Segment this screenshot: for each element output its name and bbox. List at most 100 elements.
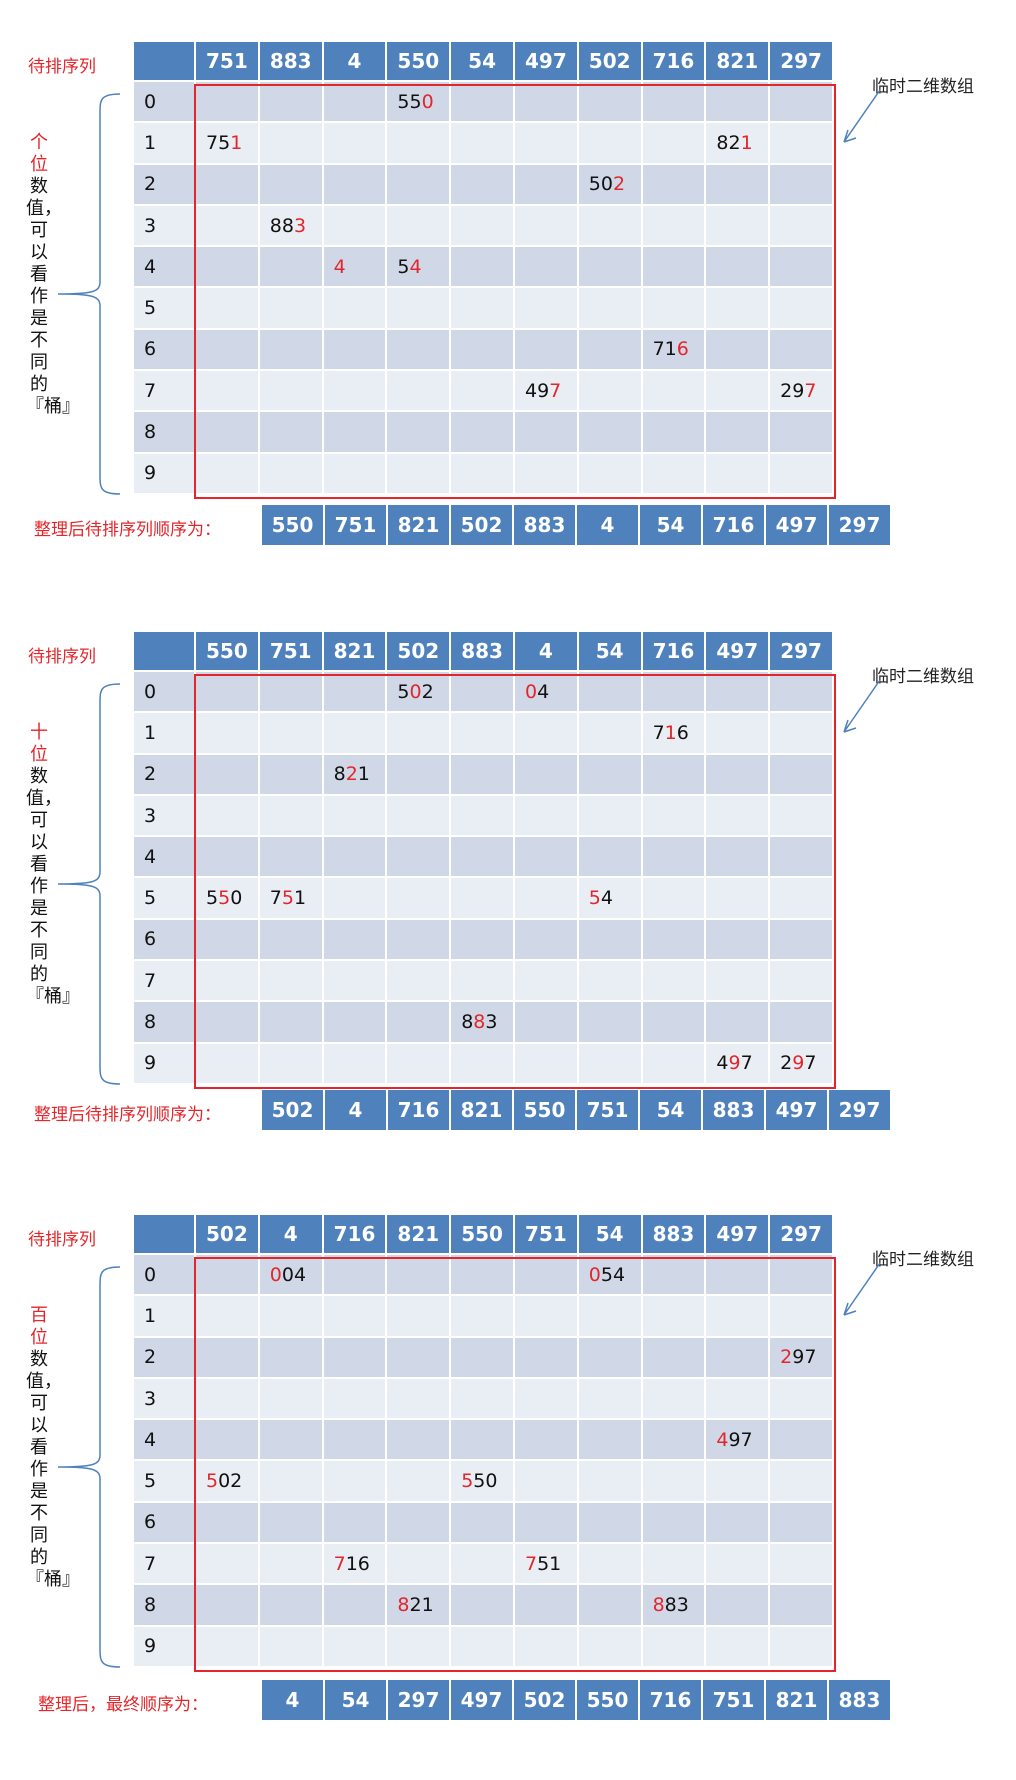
- digit-prefix: 2: [780, 1052, 793, 1075]
- bucket-cell: 0 54: [578, 1255, 643, 1297]
- digit-prefix: 71: [652, 338, 677, 361]
- bucket-cell: [578, 1420, 643, 1462]
- bucket-cell: [259, 837, 324, 879]
- bucket-cell: [578, 288, 643, 330]
- bucket-cell: [770, 795, 834, 838]
- bucket-index: 2: [134, 754, 196, 796]
- input-value: 297: [770, 1215, 834, 1253]
- bucket-cell: [578, 1337, 643, 1379]
- bucket-index: 6: [134, 919, 196, 962]
- bucket-cell: [259, 164, 324, 206]
- bucket-row: 1: [134, 1296, 834, 1338]
- input-value: 716: [642, 42, 707, 80]
- digit-prefix: 8: [461, 1011, 474, 1034]
- digit-prefix: 29: [780, 379, 805, 402]
- result-sequence: 550 751 821 502 883 4 54 716 497 297: [262, 505, 892, 545]
- bucket-cell: [323, 1337, 388, 1379]
- bucket-cell: [578, 754, 643, 796]
- bucket-cell: [642, 1544, 707, 1586]
- bucket-cell: [706, 795, 771, 838]
- bucket-cell: [514, 1626, 579, 1668]
- input-value: 297: [770, 42, 834, 80]
- bucket-cell: [770, 919, 834, 962]
- current-digit: 5: [588, 887, 601, 910]
- bucket-cell: [196, 1420, 260, 1462]
- bucket-index: 4: [134, 247, 196, 289]
- bucket-index: 9: [134, 1043, 196, 1085]
- bucket-index: 0: [134, 1255, 196, 1297]
- bucket-cell: [770, 329, 834, 372]
- current-digit: 6: [676, 338, 689, 361]
- pointer-arrow: [843, 89, 881, 143]
- bucket-cell: [578, 205, 643, 248]
- bucket-cell: [259, 1420, 324, 1462]
- bucket-cell: [323, 1420, 388, 1462]
- bucket-cell: [706, 1544, 771, 1586]
- result-value: 550: [514, 1090, 577, 1130]
- bucket-cell: [259, 123, 324, 165]
- bucket-cell: [196, 837, 260, 879]
- input-value: 821: [323, 632, 388, 670]
- bucket-cell: [642, 1043, 707, 1085]
- bucket-cell: [451, 1585, 515, 1627]
- result-value: 821: [766, 1680, 829, 1720]
- bucket-row: 0 0 04 0 54: [134, 1255, 834, 1297]
- bucket-cell: [259, 1502, 324, 1545]
- bucket-cell: [578, 1585, 643, 1627]
- input-value: 883: [259, 42, 324, 80]
- bucket-cell: [706, 1255, 771, 1297]
- result-value: 751: [703, 1680, 766, 1720]
- bucket-cell: [706, 247, 771, 289]
- caption-rest: 数值，可以看作是不同的『桶』: [26, 1349, 80, 1590]
- bucket-cell: [259, 1002, 324, 1044]
- bucket-cell: [514, 961, 579, 1003]
- bucket-cell: [323, 164, 388, 206]
- result-value: 497: [766, 505, 829, 545]
- bucket-row: 6: [134, 1502, 834, 1545]
- bucket-cell: [196, 329, 260, 372]
- current-digit: 8: [473, 1011, 486, 1034]
- bucket-cell: [770, 754, 834, 796]
- result-value: 497: [766, 1090, 829, 1130]
- result-label: 整理后，最终顺序为：: [38, 1695, 208, 1715]
- bucket-row: 8 8 21 8 83: [134, 1585, 834, 1627]
- bucket-cell: [323, 288, 388, 330]
- bucket-row: 3: [134, 1378, 834, 1421]
- digit-word: 百位: [30, 1305, 48, 1348]
- input-value: 821: [387, 1215, 452, 1253]
- bucket-cell: [387, 1420, 452, 1462]
- input-value: 550: [451, 1215, 515, 1253]
- digit-suffix: 7: [740, 1052, 753, 1075]
- bucket-cell: [323, 1626, 388, 1668]
- bucket-cell: [770, 1378, 834, 1421]
- bucket-cell: [451, 713, 515, 755]
- result-value: 751: [577, 1090, 640, 1130]
- bucket-cell: [259, 412, 324, 454]
- bucket-cell: [387, 329, 452, 372]
- bucket-cell: [578, 1544, 643, 1586]
- digit-suffix: 54: [600, 1263, 626, 1286]
- bucket-cell: [451, 1544, 515, 1586]
- bucket-cell: [196, 1002, 260, 1044]
- bucket-cell: [770, 205, 834, 248]
- bucket-cell: [387, 1626, 452, 1668]
- bucket-cell: [196, 1585, 260, 1627]
- bucket-cell: [259, 329, 324, 372]
- bucket-cell: [706, 1002, 771, 1044]
- bucket-cell: [259, 288, 324, 330]
- bucket-cell: [387, 164, 452, 206]
- bucket-cell: [770, 878, 834, 920]
- bucket-cell: [387, 1337, 452, 1379]
- digit-suffix: 1: [357, 763, 370, 786]
- result-value: 883: [829, 1680, 892, 1720]
